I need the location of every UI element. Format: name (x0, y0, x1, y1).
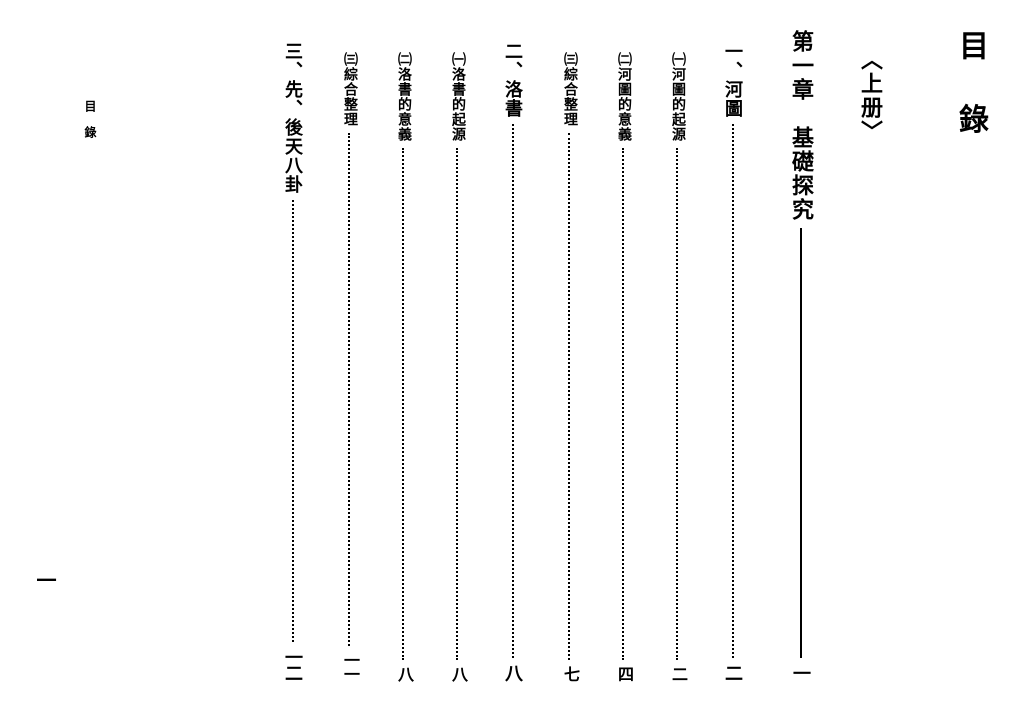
subtitle: ︿上册﹀ (859, 48, 881, 144)
chapter-leader (800, 228, 802, 658)
toc-entry-page: 一二 (280, 648, 306, 680)
toc-entry-page: 八 (391, 666, 415, 680)
dotted-leader (732, 124, 734, 658)
chapter-title: 第一章 基礎探究 (790, 30, 812, 222)
page-number: 一 (30, 570, 59, 590)
dotted-leader (568, 133, 570, 660)
chapter-column: 第一章 基礎探究一 (787, 30, 815, 680)
toc-entry: ㈠河圖的起源二 (667, 30, 687, 680)
dotted-leader (402, 148, 404, 660)
toc-entry-page: 二 (665, 666, 689, 680)
toc-entry: 一、河圖二 (721, 30, 745, 680)
toc-subsection-label: ㈡洛書的意義 (396, 52, 410, 142)
toc-entry-page: 八 (445, 666, 469, 680)
chapter-page: 一 (788, 664, 814, 680)
main-title: 目 錄 (955, 30, 985, 152)
toc-entry-page: 一一 (337, 652, 361, 680)
toc-entry: ㈡河圖的意義四 (613, 30, 633, 680)
toc-entry: ㈠洛書的起源八 (447, 30, 467, 680)
toc-entry-page: 八 (500, 664, 526, 680)
toc-entry-page: 二 (720, 664, 746, 680)
toc-entry: 二、洛書八 (501, 30, 525, 680)
toc-section-label: 二、洛書 (504, 42, 522, 118)
toc-subsection-label: ㈢綜合整理 (342, 52, 356, 127)
toc-subsection-label: ㈡河圖的意義 (616, 52, 630, 142)
dotted-leader (676, 148, 678, 660)
main-title-column: 目 錄 (951, 30, 989, 680)
dotted-leader (456, 148, 458, 660)
dotted-leader (512, 124, 514, 658)
subtitle-column: ︿上册﹀ (857, 30, 883, 680)
footer-label: 目錄 (82, 100, 99, 152)
toc-entry-page: 七 (557, 666, 581, 680)
toc-entry: ㈡洛書的意義八 (393, 30, 413, 680)
dotted-leader (292, 200, 294, 642)
toc-subsection-label: ㈠洛書的起源 (450, 52, 464, 142)
toc-entry: ㈢綜合整理七 (559, 30, 579, 680)
toc-entry: ㈢綜合整理一一 (339, 30, 359, 680)
toc-entry-page: 四 (611, 666, 635, 680)
toc-section-label: 三、先、後天八卦 (284, 42, 302, 194)
dotted-leader (622, 148, 624, 660)
toc-section-label: 一、河圖 (724, 42, 742, 118)
toc-subsection-label: ㈢綜合整理 (562, 52, 576, 127)
toc-subsection-label: ㈠河圖的起源 (670, 52, 684, 142)
toc-entry: 三、先、後天八卦一二 (281, 30, 305, 680)
dotted-leader (348, 133, 350, 646)
